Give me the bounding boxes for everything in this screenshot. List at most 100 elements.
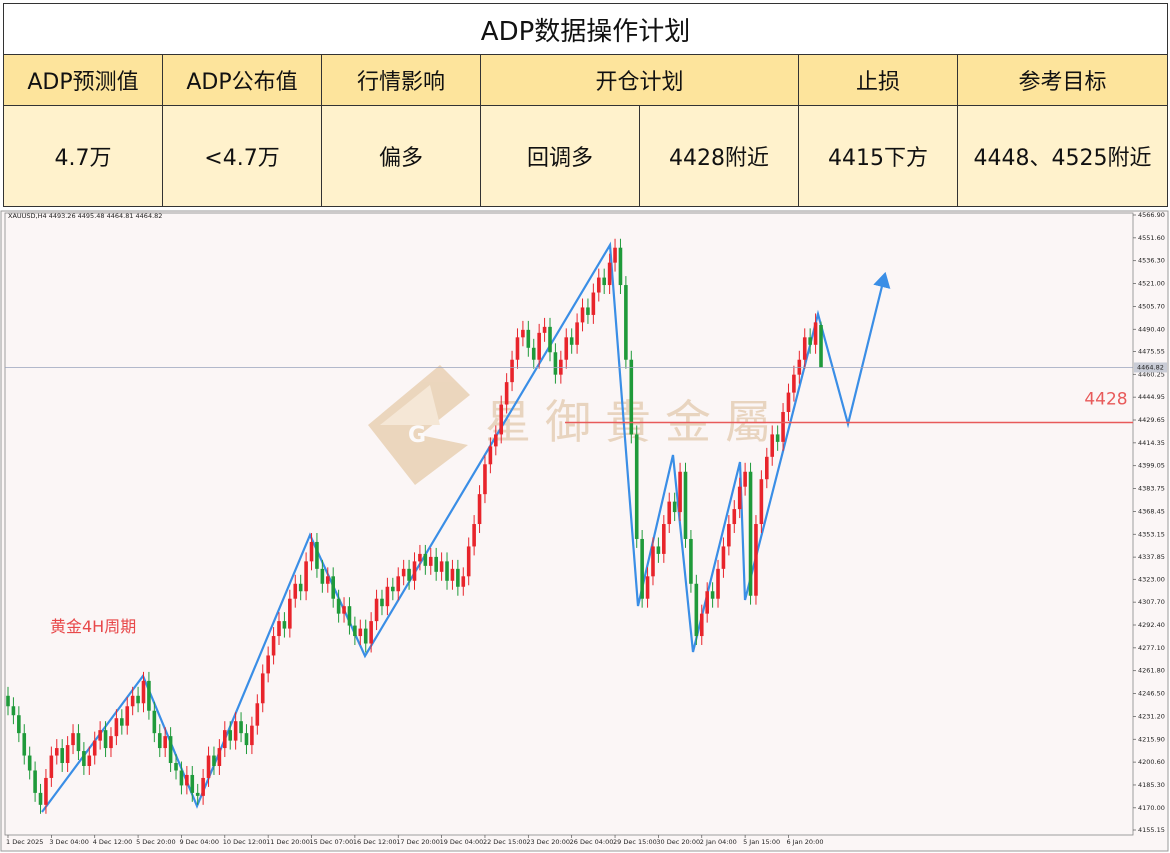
candle-body [656,546,661,554]
candle-body [759,479,764,525]
candle-body [239,721,243,734]
y-tick-label: 4399.05 [1138,462,1165,470]
candle-body [694,583,699,637]
candle-body [71,733,75,746]
x-tick-label: 26 Dec 04:00 [570,838,614,846]
candle-body [510,359,514,383]
candle-body [179,770,184,786]
candle-body [336,598,341,614]
y-tick-label: 4292.40 [1138,621,1165,629]
candle-body [770,434,775,457]
candle-body [580,307,585,323]
candle-body [624,285,628,360]
y-tick-label: 4170.00 [1138,804,1165,812]
candle-body [217,748,222,766]
candle-body [445,561,449,581]
candle-body [11,706,16,716]
candle-body [504,382,509,405]
candle-body [564,337,569,360]
x-tick-label: 16 Dec 12:00 [353,838,397,846]
column-header: ADP预测值 [3,54,163,106]
candle-body [781,412,785,442]
candle-body [212,755,216,766]
y-tick-label: 4200.60 [1138,758,1165,766]
y-tick-label: 4337.85 [1138,553,1165,561]
watermark-logo: G [368,365,470,485]
candle-body [320,568,325,584]
candle-body [22,733,27,756]
symbol-info: XAUUSD,H4 4493.26 4495.48 4464.81 4464.8… [8,212,162,220]
candle-body [315,541,319,569]
table-cell: 4415下方 [798,105,958,207]
current-price-label: 4464.82 [1137,363,1164,371]
y-tick-label: 4383.75 [1138,485,1165,493]
candle-body [537,332,541,360]
candle-body [716,568,720,599]
subtitle: 黄金4H周期 [50,617,136,636]
candle-body [130,695,135,707]
candle-body [651,546,655,577]
candle-body [477,494,482,525]
y-tick-label: 4277.10 [1138,644,1165,652]
candle-body [521,329,525,338]
candle-body [466,546,471,577]
candle-body [223,730,227,749]
candle-body [385,586,390,607]
candle-body [109,736,113,749]
table-cell: 4.7万 [3,105,163,207]
candle-body [206,755,211,778]
candle-body [201,777,205,796]
candle-body [456,568,460,587]
x-tick-label: 1 Dec 2025 [6,838,43,846]
candle-body [266,655,270,674]
current-price-box [1134,362,1167,373]
table-cell: 4448、4525附近 [956,105,1169,207]
y-tick-label: 4307.70 [1138,598,1165,606]
candle-body [49,755,54,778]
candle-body [699,613,704,637]
candle-body [634,434,639,539]
candle-body [331,576,335,599]
table-cell: 偏多 [321,105,481,207]
candle-body [363,628,368,644]
plot-frame [4,212,1134,836]
candle-body [575,322,579,345]
candle-body [813,322,818,345]
candle-body [277,621,281,637]
candle-body [591,292,596,315]
chart-background [0,210,1169,852]
candle-body [434,556,438,572]
table-title: ADP数据操作计划 [2,3,1169,55]
candle-body [618,247,623,286]
candle-body [531,347,536,360]
candle-body [65,745,70,764]
y-tick-label: 4215.90 [1138,735,1165,743]
candle-body [808,337,812,345]
x-tick-label: 9 Dec 04:00 [179,838,219,846]
candle-body [244,733,249,746]
plan-table: ADP数据操作计划 ADP预测值 ADP公布值 行情影响 开仓计划 止损 参考目… [2,3,1169,207]
candle-body [17,715,21,734]
candle-body [710,591,715,599]
candle-body [250,725,254,746]
y-tick-label: 4185.30 [1138,781,1165,789]
y-tick-label: 4368.45 [1138,507,1165,515]
y-tick-label: 4460.25 [1138,370,1165,378]
candle-body [542,326,547,333]
x-tick-label: 4 Dec 12:00 [93,838,133,846]
y-tick-label: 4566.90 [1138,211,1165,219]
candle-body [526,329,531,348]
candle-body [672,501,677,513]
y-tick-label: 4261.80 [1138,667,1165,675]
candle-body [423,553,428,566]
candle-body [488,446,493,465]
plot-area [6,238,823,814]
candle-body [174,763,178,771]
y-tick-label: 4536.30 [1138,257,1165,265]
candle-body [255,703,260,726]
x-tick-label: 3 Dec 04:00 [49,838,89,846]
x-tick-label: 10 Dec 12:00 [223,838,267,846]
candle-body [721,546,726,569]
x-tick-label: 11 Dec 20:00 [266,838,310,846]
candle-body [602,277,606,286]
